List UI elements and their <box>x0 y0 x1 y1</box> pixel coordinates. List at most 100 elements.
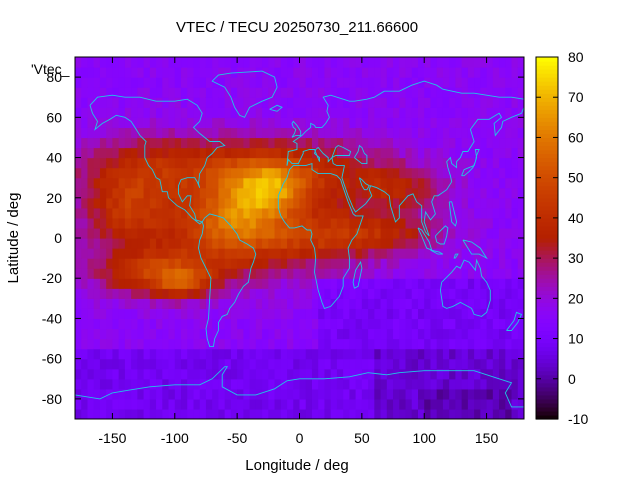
heat-cell <box>330 398 338 410</box>
heat-cell <box>486 298 494 309</box>
heat-cell <box>112 378 120 390</box>
heat-cell <box>149 187 157 199</box>
heat-cell <box>449 288 457 299</box>
heat-cell <box>311 398 319 410</box>
heat-cell <box>474 197 481 209</box>
heat-cell <box>305 197 313 209</box>
heat-cell <box>318 248 326 259</box>
heat-cell <box>255 358 263 370</box>
y-tick-label: -60 <box>42 351 62 367</box>
heat-cell <box>355 137 363 149</box>
heat-cell <box>268 238 276 249</box>
heat-cell <box>393 157 400 169</box>
heat-cell <box>299 57 307 68</box>
heat-cell <box>480 97 488 108</box>
heat-cell <box>417 328 425 340</box>
heat-cell <box>212 388 220 400</box>
heat-cell <box>349 177 357 189</box>
colorbar-segment <box>536 238 558 243</box>
heat-cell <box>87 77 95 88</box>
heat-cell <box>118 67 126 78</box>
heat-cell <box>268 137 276 149</box>
heat-cell <box>255 268 263 279</box>
heat-cell <box>386 388 394 400</box>
heat-cell <box>399 378 407 390</box>
heat-cell <box>461 137 469 149</box>
heat-cell <box>187 97 195 108</box>
heat-cell <box>511 258 519 269</box>
heat-cell <box>193 207 201 219</box>
heat-cell <box>218 207 226 219</box>
heat-cell <box>411 197 419 209</box>
heat-cell <box>149 368 157 380</box>
colorbar-segment <box>536 221 558 227</box>
heat-cell <box>224 147 232 159</box>
heat-cell <box>467 338 475 350</box>
heat-cell <box>93 238 101 249</box>
y-tick-label: -80 <box>42 391 62 407</box>
heat-cell <box>237 358 244 370</box>
heat-cell <box>274 157 282 169</box>
heat-cell <box>156 117 163 128</box>
heat-cell <box>511 117 519 128</box>
heat-cell <box>324 338 332 350</box>
heat-cell <box>224 348 232 360</box>
heat-cell <box>174 217 182 229</box>
heat-cell <box>137 117 145 128</box>
heat-cell <box>99 227 107 239</box>
heat-cell <box>305 318 313 330</box>
heat-cell <box>205 207 213 219</box>
heat-cell <box>393 368 400 380</box>
heat-cell <box>374 167 382 179</box>
heat-cell <box>449 157 457 169</box>
heat-cell <box>311 137 319 149</box>
heat-cell <box>162 177 170 189</box>
heat-cell <box>386 328 394 340</box>
heat-cell <box>311 348 319 360</box>
heat-cell <box>330 177 338 189</box>
heat-cell <box>318 57 326 68</box>
heat-cell <box>517 77 524 88</box>
heat-cell <box>262 167 269 179</box>
heat-cell <box>81 67 89 78</box>
heat-cell <box>187 217 195 229</box>
heat-cell <box>380 187 388 199</box>
heat-cell <box>474 127 481 139</box>
heat-cell <box>499 127 506 139</box>
heat-cell <box>517 258 524 269</box>
heat-cell <box>467 278 475 289</box>
heat-cell <box>380 127 388 139</box>
heat-cell <box>143 87 151 98</box>
heat-cell <box>436 57 444 68</box>
heat-cell <box>449 107 457 118</box>
coastline <box>448 201 458 227</box>
heat-cell <box>287 248 294 259</box>
heat-cell <box>393 278 400 289</box>
heat-cell <box>305 147 313 159</box>
heat-cell <box>212 398 220 410</box>
heat-cell <box>268 268 276 279</box>
heat-cell <box>436 268 444 279</box>
heat-cell <box>517 147 524 159</box>
heat-cell <box>237 338 244 350</box>
heat-cell <box>143 398 151 410</box>
heat-cell <box>124 238 132 249</box>
heat-cell <box>299 378 307 390</box>
heat-cell <box>230 298 238 309</box>
heat-cell <box>287 338 294 350</box>
heat-cell <box>355 378 363 390</box>
heat-cell <box>467 328 475 340</box>
heat-cell <box>75 67 82 78</box>
heat-cell <box>405 57 413 68</box>
heat-cell <box>124 408 132 419</box>
heat-cell <box>131 157 138 169</box>
x-tick-label: 150 <box>475 430 499 446</box>
heat-cell <box>75 318 82 330</box>
heat-cell <box>455 167 463 179</box>
heat-cell <box>355 127 363 139</box>
heat-cell <box>436 187 444 199</box>
heat-cell <box>106 378 114 390</box>
heat-cell <box>237 137 244 149</box>
heat-cell <box>311 358 319 370</box>
heat-cell <box>311 57 319 68</box>
